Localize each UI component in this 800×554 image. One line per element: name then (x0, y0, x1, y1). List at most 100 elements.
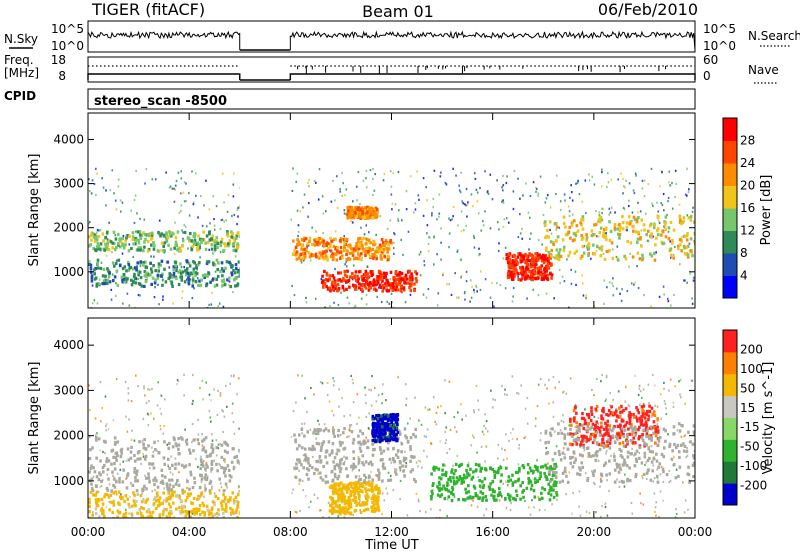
scatter-cell (470, 444, 473, 447)
echo-cell (136, 457, 140, 461)
echo-cell (226, 278, 229, 282)
scatter-cell (568, 471, 571, 474)
scatter-cell (130, 438, 133, 441)
echo-cell (347, 487, 351, 491)
scatter-cell (630, 282, 633, 285)
echo-cell (339, 236, 343, 241)
echo-cell (234, 263, 238, 267)
echo-cell (150, 462, 154, 466)
scatter-cell (469, 279, 472, 282)
echo-cell (403, 457, 407, 462)
echo-cell (116, 453, 119, 458)
scatter-cell (173, 187, 176, 190)
scatter-cell (160, 412, 163, 415)
scatter-cell (686, 446, 688, 450)
echo-cell (327, 440, 331, 444)
echo-cell (220, 261, 224, 265)
echo-cell (375, 257, 378, 261)
echo-cell (117, 243, 120, 247)
echo-cell (122, 468, 125, 472)
scatter-cell (343, 415, 345, 418)
echo-cell (345, 456, 348, 460)
scatter-cell (460, 210, 463, 213)
echo-cell (384, 427, 387, 431)
echo-cell (184, 268, 187, 273)
scatter-cell (440, 171, 442, 174)
echo-cell (355, 489, 359, 493)
echo-cell (361, 289, 364, 293)
echo-cell (133, 493, 136, 497)
echo-cell (359, 477, 363, 482)
echo-cell (88, 504, 91, 509)
scatter-cell (352, 381, 354, 385)
echo-cell (329, 289, 332, 293)
echo-cell (521, 490, 524, 494)
colorbar-segment (723, 208, 737, 231)
scatter-cell (200, 195, 202, 198)
scatter-cell (154, 488, 156, 492)
scatter-cell (370, 470, 372, 474)
scatter-cell (658, 221, 661, 224)
scatter-cell (365, 293, 368, 297)
scatter-cell (309, 500, 312, 503)
scatter-cell (308, 201, 310, 205)
echo-cell (474, 469, 478, 473)
echo-cell (380, 431, 384, 435)
scatter-cell (351, 221, 354, 224)
scatter-cell (127, 399, 130, 402)
scatter-cell (309, 428, 312, 431)
echo-cell (307, 251, 311, 255)
echo-cell (678, 220, 682, 224)
echo-cell (364, 507, 368, 512)
echo-cell (409, 445, 412, 449)
scatter-cell (634, 281, 636, 284)
echo-cell (454, 462, 458, 467)
echo-cell (550, 254, 553, 258)
scatter-cell (684, 279, 686, 282)
echo-cell (129, 265, 133, 270)
echo-cell (136, 479, 140, 483)
scatter-cell (231, 214, 233, 218)
scatter-cell (491, 281, 493, 284)
scatter-cell (341, 172, 343, 175)
echo-cell (371, 478, 375, 482)
echo-cell (554, 483, 558, 487)
echo-cell (100, 497, 104, 501)
echo-cell (370, 463, 374, 467)
echo-cell (625, 225, 629, 229)
scatter-cell (329, 304, 331, 308)
echo-cell (499, 466, 503, 470)
echo-cell (367, 282, 370, 287)
echo-cell (372, 428, 376, 432)
echo-cell (343, 248, 347, 252)
scatter-cell (497, 249, 500, 253)
scatter-cell (313, 179, 316, 183)
scatter-cell (191, 296, 194, 300)
scatter-cell (360, 297, 363, 300)
echo-cell (347, 256, 350, 261)
scatter-cell (316, 497, 319, 500)
scatter-cell (188, 214, 191, 217)
echo-cell (196, 263, 200, 267)
echo-cell (180, 278, 184, 282)
echo-cell (364, 489, 368, 494)
scatter-cell (432, 263, 435, 266)
scatter-cell (208, 393, 211, 396)
scatter-cell (383, 172, 386, 176)
echo-cell (208, 516, 211, 518)
echo-cell (390, 427, 394, 431)
echo-cell (375, 502, 378, 506)
scatter-cell (115, 378, 118, 381)
echo-cell (649, 233, 653, 238)
scatter-cell (460, 403, 462, 406)
scatter-cell (351, 469, 354, 472)
scatter-cell (549, 427, 552, 430)
echo-cell (378, 427, 382, 431)
scatter-cell (417, 500, 420, 503)
echo-cell (192, 438, 196, 442)
echo-cell (505, 257, 509, 261)
scatter-cell (204, 486, 206, 489)
echo-cell (94, 493, 97, 497)
echo-cell (160, 274, 163, 278)
echo-cell (219, 240, 223, 244)
